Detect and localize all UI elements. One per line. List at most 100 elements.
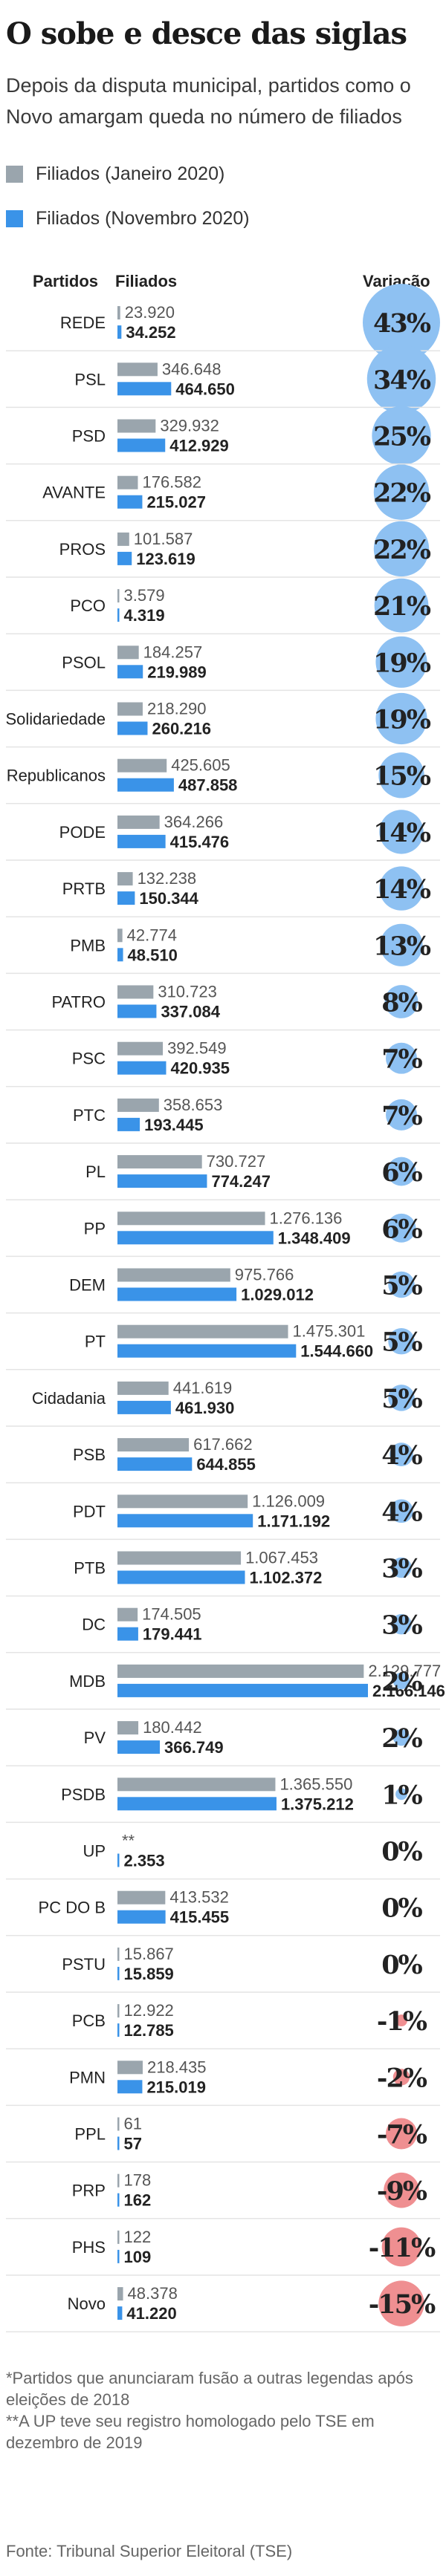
value-january-ptc: 358.653 (164, 1096, 223, 1114)
value-january-ppl: 61 (124, 2115, 142, 2133)
variation-bubble-dem (388, 1271, 415, 1298)
party-label-novo: Novo (68, 2294, 106, 2313)
value-january-pv: 180.442 (143, 1718, 202, 1737)
value-november-pco: 4.319 (124, 606, 165, 625)
party-label-pt: PT (85, 1333, 106, 1351)
value-january-pode: 364.266 (164, 813, 224, 831)
bar-november-ppl (117, 2136, 120, 2150)
footnote-merger: *Partidos que anunciaram fusão a outras … (6, 2369, 413, 2409)
party-label-cidadania: Cidadania (32, 1389, 106, 1408)
variation-label-pc-do-b: 0% (381, 1893, 422, 1924)
bar-november-pc-do-b (117, 1910, 166, 1924)
party-label-psdb: PSDB (61, 1785, 106, 1803)
bar-november-pp (117, 1231, 274, 1245)
value-january-patro: 310.723 (158, 983, 217, 1001)
variation-label-pl: 6% (381, 1157, 422, 1188)
source-note: Fonte: Tribunal Superior Eleitoral (TSE) (6, 2542, 293, 2560)
party-label-ptb: PTB (74, 1559, 106, 1578)
bar-january-dem (117, 1268, 230, 1282)
bar-november-pv (117, 1740, 161, 1754)
party-label-pl: PL (85, 1162, 106, 1181)
party-label-mdb: MDB (69, 1672, 106, 1691)
value-november-psol: 219.989 (147, 663, 207, 681)
variation-bubble-phs (381, 2227, 421, 2267)
chart-title: O sobe e desce das siglas (6, 16, 407, 51)
value-january-pl: 730.727 (207, 1152, 266, 1171)
party-label-psb: PSB (73, 1445, 106, 1464)
bar-november-avante (117, 495, 143, 509)
variation-label-pcb: -1% (377, 2006, 427, 2037)
bar-november-dc (117, 1627, 138, 1641)
bar-january-psdb (117, 1777, 276, 1792)
value-january-ptb: 1.067.453 (245, 1549, 318, 1567)
bar-november-prtb (117, 891, 135, 905)
bar-january-republicanos (117, 758, 167, 773)
value-november-ptb: 1.102.372 (250, 1569, 323, 1587)
bar-january-ptc (117, 1098, 159, 1112)
value-january-pp: 1.276.136 (270, 1209, 343, 1227)
bar-january-patro (117, 985, 154, 999)
variation-label-mdb: 2% (381, 1667, 422, 1697)
variation-label-psol: 19% (373, 648, 431, 678)
value-november-cidadania: 461.930 (175, 1399, 235, 1417)
party-label-republicanos: Republicanos (7, 767, 106, 785)
bar-january-pdt (117, 1494, 248, 1509)
variation-bubble-psc (386, 1042, 417, 1074)
value-november-pmn: 215.019 (146, 2078, 206, 2096)
bar-november-prp (117, 2193, 120, 2207)
bar-november-cidadania (117, 1400, 171, 1414)
variation-bubble-psd (372, 406, 431, 466)
bar-january-cidadania (117, 1381, 169, 1395)
variation-label-ptb: 3% (381, 1554, 422, 1584)
legend-label-january: Filiados (Janeiro 2020) (36, 163, 225, 184)
party-label-pcb: PCB (72, 2011, 106, 2030)
members-bar-chart: Partidos Filiados VariaçãoREDE23.92034.252… (5, 272, 445, 2332)
variation-bubble-ptc (386, 1099, 417, 1131)
bar-november-patro (117, 1004, 157, 1018)
bar-january-pv (117, 1721, 139, 1735)
party-label-prtb: PRTB (62, 879, 106, 898)
bar-november-pmn (117, 2080, 143, 2094)
bar-january-pcb (117, 2004, 120, 2018)
value-november-patro: 337.084 (161, 1003, 220, 1021)
party-label-pp: PP (84, 1219, 106, 1237)
variation-label-pmb: 13% (373, 931, 431, 961)
variation-bubble-psdb (395, 1788, 407, 1801)
variation-bubble-pv (392, 1728, 410, 1746)
bar-january-pode (117, 815, 160, 829)
value-november-up: 2.353 (124, 1852, 165, 1870)
variation-bubble-pcb (395, 2014, 407, 2027)
party-label-up: UP (83, 1842, 106, 1861)
value-january-solidariedade: 218.290 (147, 700, 207, 718)
variation-label-pstu: 0% (381, 1950, 422, 1980)
bar-january-pmn (117, 2061, 143, 2075)
value-november-psdb: 1.375.212 (281, 1795, 354, 1813)
value-january-pmb: 42.774 (127, 926, 177, 944)
variation-label-avante: 22% (373, 478, 431, 509)
party-label-psc: PSC (72, 1050, 106, 1068)
bar-november-pt (117, 1344, 297, 1358)
value-january-pdt: 1.126.009 (252, 1492, 325, 1510)
bar-november-psd (117, 438, 166, 452)
value-november-phs: 109 (124, 2248, 152, 2266)
party-label-pstu: PSTU (62, 1955, 106, 1974)
value-november-pt: 1.544.660 (300, 1342, 373, 1361)
bar-january-pl (117, 1155, 202, 1169)
bar-january-pt (117, 1324, 288, 1339)
bar-november-pstu (117, 1966, 120, 1980)
bar-january-pros (117, 532, 129, 546)
bar-january-prp (117, 2173, 120, 2188)
bar-january-psc (117, 1041, 164, 1056)
bar-november-pco (117, 608, 120, 622)
bar-january-pc-do-b (117, 1890, 166, 1905)
variation-label-psl: 34% (373, 365, 431, 395)
header-party: Partidos (33, 272, 98, 290)
variation-bubble-pmn (392, 2069, 410, 2086)
value-november-solidariedade: 260.216 (152, 720, 211, 738)
party-label-pdt: PDT (73, 1502, 106, 1520)
variation-label-patro: 8% (381, 988, 422, 1018)
bar-november-pmb (117, 948, 123, 962)
party-label-pc-do-b: PC DO B (39, 1899, 106, 1917)
variation-bubble-dc (391, 1613, 412, 1635)
bar-january-dc (117, 1607, 138, 1622)
